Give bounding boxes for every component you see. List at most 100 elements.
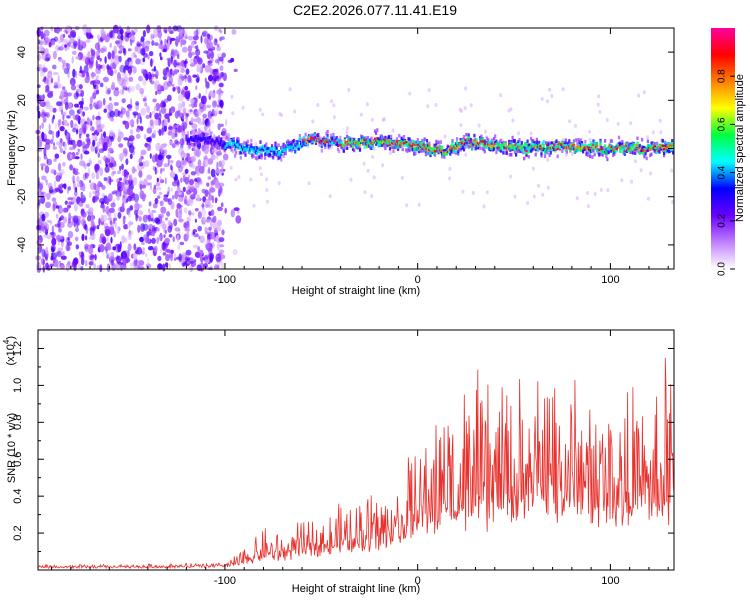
heat-cell <box>452 150 455 154</box>
heat-cell <box>243 147 246 152</box>
heat-cell <box>110 202 116 208</box>
heat-cell <box>222 135 225 140</box>
heat-cell <box>183 207 188 214</box>
heat-cell <box>76 139 83 147</box>
heat-cell <box>116 191 121 197</box>
heat-cell <box>531 166 535 171</box>
heat-cell <box>167 156 170 166</box>
heat-cell <box>303 136 306 140</box>
heat-cell <box>585 144 588 148</box>
heat-cell <box>52 64 57 70</box>
heat-cell <box>128 212 131 218</box>
heat-cell <box>294 143 297 147</box>
heat-cell <box>107 87 111 95</box>
heat-cell <box>154 82 159 91</box>
heat-cell <box>237 140 240 144</box>
heat-cell <box>192 74 198 78</box>
heat-cell <box>88 57 95 65</box>
heat-cell <box>391 128 395 133</box>
heat-cell <box>85 259 88 267</box>
heat-cell <box>519 149 522 153</box>
heat-cell <box>111 259 114 266</box>
heat-cell <box>188 210 192 216</box>
heat-cell <box>476 144 479 148</box>
heat-cell <box>277 156 281 160</box>
heat-cell <box>188 178 195 186</box>
heat-cell <box>163 163 170 168</box>
heat-cell <box>458 147 461 152</box>
heat-cell <box>434 146 437 150</box>
heat-cell <box>83 106 89 111</box>
heat-cell <box>366 139 370 143</box>
heat-cell <box>288 143 291 148</box>
heat-cell <box>208 74 214 82</box>
heat-cell <box>555 145 558 150</box>
heat-cell <box>497 147 500 152</box>
heat-cell <box>333 137 336 141</box>
heat-cell <box>169 253 174 262</box>
heat-cell <box>652 142 655 147</box>
heat-cell <box>218 56 224 62</box>
heat-cell <box>208 136 211 140</box>
heat-cell <box>499 138 503 143</box>
heat-cell <box>540 148 543 153</box>
heat-cell <box>163 107 167 114</box>
heat-cell <box>490 143 493 147</box>
spectrogram-ylabel: Frequency (Hz) <box>6 110 18 186</box>
heat-cell <box>530 149 533 153</box>
heat-cell <box>328 194 332 199</box>
heat-cell <box>661 144 665 147</box>
heat-cell <box>368 140 371 144</box>
heat-cell <box>63 119 68 124</box>
heat-cell <box>471 140 474 144</box>
heat-cell <box>144 160 150 168</box>
heat-cell <box>550 144 553 148</box>
heat-cell <box>152 202 158 209</box>
heat-cell <box>483 149 486 154</box>
heat-cell <box>166 191 170 197</box>
heat-cell <box>174 49 178 54</box>
heat-cell <box>57 129 60 137</box>
heat-cell <box>540 153 543 158</box>
heat-cell <box>152 98 157 103</box>
heat-cell <box>57 74 60 84</box>
heat-cell <box>241 105 245 110</box>
heat-cell <box>540 151 543 156</box>
heat-cell <box>216 45 221 52</box>
heat-cell <box>53 142 55 147</box>
heat-cell <box>495 150 498 155</box>
heat-cell <box>155 70 159 78</box>
heat-cell <box>533 141 536 145</box>
heat-cell <box>260 153 263 157</box>
heat-cell <box>311 138 314 141</box>
heat-cell <box>66 115 71 119</box>
heat-cell <box>271 144 274 148</box>
heat-cell <box>513 139 516 143</box>
heat-cell <box>160 206 167 214</box>
heat-cell <box>180 177 183 183</box>
heat-cell <box>495 145 498 150</box>
heat-cell <box>419 146 422 151</box>
heat-cell <box>171 195 175 200</box>
heat-cell <box>228 141 231 146</box>
heat-cell <box>275 149 278 154</box>
heat-cell <box>525 152 528 157</box>
heat-cell <box>59 148 64 154</box>
heat-cell <box>39 125 42 130</box>
heat-cell <box>216 153 219 160</box>
heat-cell <box>178 147 184 156</box>
heat-cell <box>649 171 653 176</box>
heat-cell <box>560 144 563 149</box>
heat-cell <box>42 78 47 83</box>
heat-cell <box>604 147 607 152</box>
heat-cell <box>267 150 270 154</box>
heat-cell <box>139 116 142 124</box>
heat-cell <box>76 175 80 183</box>
heat-cell <box>264 147 267 151</box>
heat-cell <box>103 177 108 182</box>
heat-cell <box>421 138 424 143</box>
heat-cell <box>237 175 241 180</box>
heat-cell <box>204 189 209 197</box>
heat-cell <box>585 152 588 156</box>
heat-cell <box>261 112 265 117</box>
